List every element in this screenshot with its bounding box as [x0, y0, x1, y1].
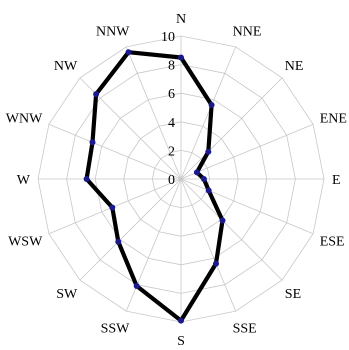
spoke-ese [180, 178, 314, 235]
data-point-e [200, 176, 207, 182]
series-line [84, 50, 225, 323]
tick-label-6: 6 [168, 87, 175, 102]
data-point-ne [205, 148, 212, 155]
tick-label-2: 2 [168, 144, 175, 159]
tick-label-10: 10 [161, 30, 175, 45]
data-point-nw [93, 91, 100, 98]
tick-label-8: 8 [168, 59, 175, 74]
data-point-sw [115, 238, 122, 245]
radial-tick-labels: 0 2 4 6 8 10 [161, 30, 175, 188]
direction-label-sse: SSE [233, 322, 257, 337]
spoke-ne [180, 77, 283, 180]
direction-label-sw: SW [56, 287, 78, 302]
tick-label-0: 0 [168, 173, 175, 188]
data-point-wnw [89, 139, 96, 146]
tick-label-4: 4 [168, 116, 175, 131]
data-point-ene [193, 169, 200, 176]
data-point-n [178, 54, 184, 61]
data-point-s [178, 317, 184, 324]
direction-label-nw: NW [54, 59, 78, 74]
direction-label-s: S [177, 334, 185, 349]
data-point-w [83, 176, 90, 182]
direction-label-nne: NNE [233, 24, 262, 39]
spoke-nne [180, 46, 237, 180]
spoke-se [180, 178, 283, 281]
data-point-sse [213, 260, 219, 267]
spoke-ssw [125, 178, 182, 312]
data-point-ese [205, 187, 212, 194]
radar-spokes [38, 36, 324, 322]
direction-label-wsw: WSW [8, 235, 43, 250]
data-point-ssw [133, 283, 140, 289]
data-point-nnw [125, 49, 132, 56]
direction-label-ssw: SSW [101, 322, 131, 337]
direction-label-e: E [332, 173, 341, 188]
direction-label-ne: NE [285, 59, 304, 74]
direction-label-n: N [176, 12, 186, 27]
spoke-nnw [125, 46, 182, 180]
direction-label-nnw: NNW [96, 24, 130, 39]
data-point-nne [208, 102, 215, 108]
data-point-se [219, 217, 226, 224]
series-layer [83, 49, 226, 324]
direction-label-ene: ENE [320, 111, 347, 126]
direction-label-wnw: WNW [6, 111, 43, 126]
direction-label-w: W [17, 173, 31, 188]
direction-label-se: SE [285, 287, 301, 302]
data-point-wsw [109, 204, 116, 211]
spoke-sw [79, 178, 182, 281]
spoke-ene [180, 123, 314, 180]
spoke-wnw [48, 123, 182, 180]
direction-label-ese: ESE [320, 235, 345, 250]
spoke-sse [180, 178, 237, 312]
direction-labels: N NNE NE ENE E ESE SE SSE S SSW SW WSW W WNW NW NNW [6, 12, 347, 349]
